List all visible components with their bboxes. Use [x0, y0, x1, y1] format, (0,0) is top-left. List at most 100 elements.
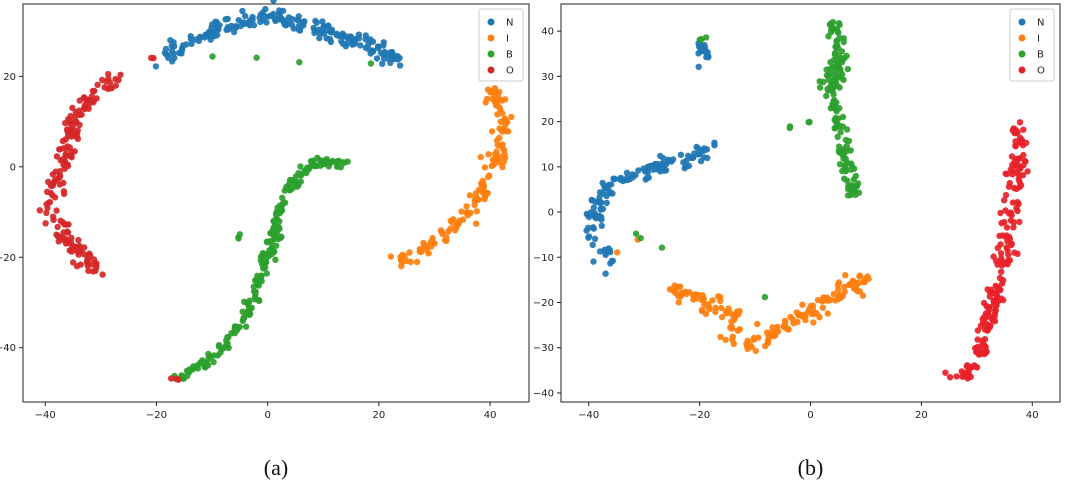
point [701, 147, 708, 154]
point [598, 222, 605, 229]
point [834, 282, 842, 289]
point [86, 250, 93, 257]
point [964, 375, 971, 382]
point [819, 304, 827, 311]
point [320, 30, 328, 37]
point [403, 257, 410, 264]
point [313, 19, 320, 26]
point [850, 281, 857, 288]
point [722, 336, 729, 344]
point [1004, 247, 1011, 254]
point [78, 111, 85, 118]
point [77, 247, 84, 254]
point [296, 59, 303, 66]
point [683, 157, 690, 164]
point [379, 60, 386, 67]
point [833, 108, 840, 115]
y-tick-label: −20 [533, 298, 554, 309]
point [1016, 119, 1024, 126]
point [1008, 153, 1016, 160]
point [623, 176, 631, 184]
point [165, 54, 172, 61]
point [271, 235, 278, 243]
point [338, 38, 345, 45]
point [834, 286, 842, 293]
point [75, 236, 82, 244]
point [273, 215, 280, 222]
point [387, 253, 395, 260]
point [698, 35, 705, 43]
point [413, 258, 421, 266]
point [978, 346, 986, 353]
point [835, 143, 843, 150]
point [1012, 162, 1020, 169]
point [65, 239, 72, 246]
point [750, 336, 758, 343]
series-n [583, 40, 718, 277]
point [1013, 185, 1020, 192]
caption-b: (b) [798, 455, 824, 480]
point [183, 367, 191, 375]
point [500, 147, 508, 154]
point [856, 273, 863, 280]
point [268, 250, 276, 258]
point [1015, 200, 1022, 208]
point [390, 51, 397, 59]
point [64, 228, 71, 235]
point [761, 293, 769, 301]
point [52, 176, 59, 184]
point [850, 165, 858, 172]
legend-label: O [1037, 66, 1045, 77]
point [712, 308, 719, 316]
point [167, 37, 174, 44]
point [1012, 143, 1019, 150]
point [844, 192, 852, 199]
point [829, 19, 837, 26]
point [859, 292, 867, 299]
point [224, 15, 231, 23]
point [335, 32, 343, 40]
point [1009, 199, 1017, 206]
point [451, 227, 459, 234]
point [205, 350, 212, 358]
point [49, 171, 56, 178]
point [367, 50, 374, 57]
point [488, 128, 496, 135]
point [983, 320, 990, 328]
point [490, 161, 498, 168]
point [596, 248, 604, 255]
point [396, 62, 404, 69]
point [1015, 176, 1022, 183]
point [93, 95, 100, 102]
point [316, 30, 323, 37]
point [69, 104, 76, 112]
point [499, 110, 506, 117]
point [117, 71, 124, 79]
point [311, 29, 318, 37]
point [597, 206, 605, 213]
point [343, 40, 350, 48]
point [856, 288, 863, 295]
point [206, 33, 213, 40]
point [623, 169, 631, 176]
point [214, 352, 221, 359]
point [481, 164, 489, 171]
point [503, 127, 510, 135]
point [443, 234, 450, 241]
point [484, 86, 492, 93]
point [53, 153, 61, 160]
point [823, 72, 831, 79]
point [675, 299, 682, 306]
point [167, 375, 175, 382]
point [717, 333, 724, 341]
point [46, 199, 54, 206]
point [210, 358, 217, 366]
point [475, 186, 483, 194]
point [984, 309, 992, 316]
point [597, 200, 604, 207]
point [281, 17, 288, 24]
point [497, 142, 504, 150]
point [261, 13, 268, 20]
